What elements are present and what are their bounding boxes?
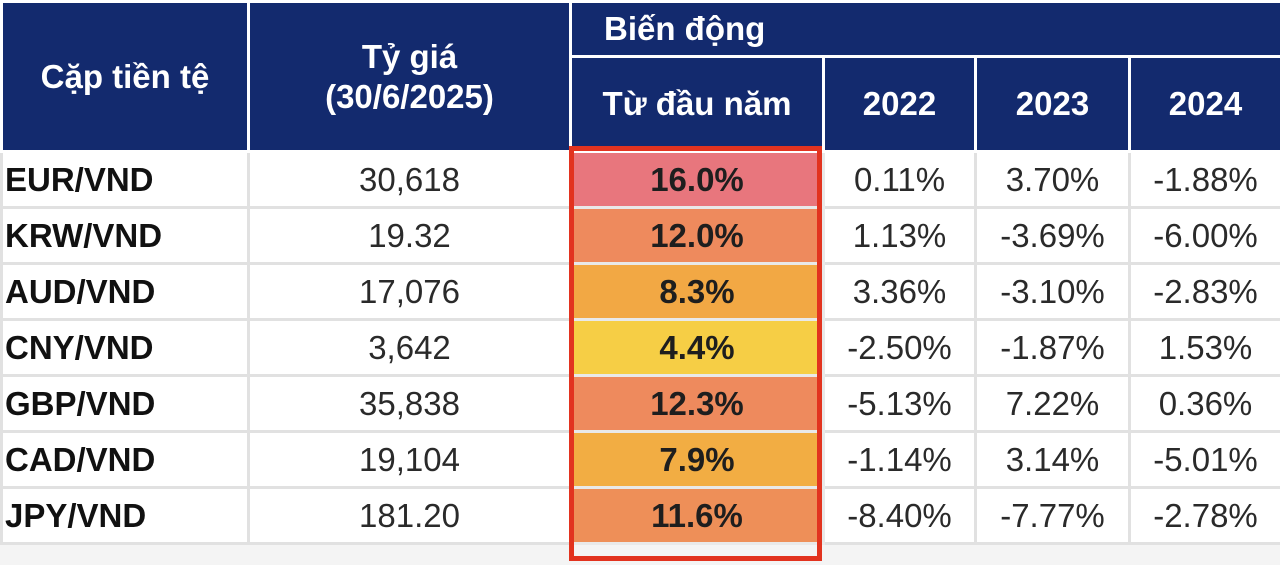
change-2023-cell: -3.10%	[974, 262, 1131, 321]
currency-pair-cell: KRW/VND	[0, 206, 250, 265]
change-2023-cell: 7.22%	[974, 374, 1131, 433]
header-ytd: Từ đầu năm	[569, 55, 825, 153]
change-2024-cell: -2.83%	[1128, 262, 1280, 321]
change-2024-cell: -2.78%	[1128, 486, 1280, 545]
table-row: JPY/VND 181.20 11.6% -8.40% -7.77% -2.78%	[0, 486, 1280, 545]
exchange-rate-cell: 30,618	[247, 150, 572, 209]
header-year-2024: 2024	[1128, 55, 1280, 153]
exchange-rate-cell: 19,104	[247, 430, 572, 489]
ytd-change-cell: 16.0%	[569, 150, 825, 209]
table-row: CNY/VND 3,642 4.4% -2.50% -1.87% 1.53%	[0, 318, 1280, 377]
header-rate-line1: Tỷ giá	[361, 37, 458, 75]
ytd-change-cell: 11.6%	[569, 486, 825, 545]
currency-pair-cell: GBP/VND	[0, 374, 250, 433]
ytd-change-cell: 12.0%	[569, 206, 825, 265]
exchange-rate-cell: 181.20	[247, 486, 572, 545]
change-2023-cell: -3.69%	[974, 206, 1131, 265]
change-2023-cell: 3.70%	[974, 150, 1131, 209]
ytd-change-cell: 7.9%	[569, 430, 825, 489]
ytd-change-cell: 4.4%	[569, 318, 825, 377]
change-2022-cell: -5.13%	[822, 374, 977, 433]
exchange-rate-cell: 19.32	[247, 206, 572, 265]
exchange-rate-cell: 3,642	[247, 318, 572, 377]
currency-pair-cell: AUD/VND	[0, 262, 250, 321]
currency-pair-cell: EUR/VND	[0, 150, 250, 209]
change-2024-cell: -5.01%	[1128, 430, 1280, 489]
exchange-rate-cell: 17,076	[247, 262, 572, 321]
change-2024-cell: 1.53%	[1128, 318, 1280, 377]
fx-rate-table: Cặp tiền tệ Tỷ giá (30/6/2025) Biến động…	[0, 0, 1280, 545]
header-change-group: Biến động	[569, 0, 1280, 58]
currency-pair-cell: CAD/VND	[0, 430, 250, 489]
header-year-2022: 2022	[822, 55, 977, 153]
change-2022-cell: 1.13%	[822, 206, 977, 265]
change-2024-cell: 0.36%	[1128, 374, 1280, 433]
change-2022-cell: -2.50%	[822, 318, 977, 377]
table-row: AUD/VND 17,076 8.3% 3.36% -3.10% -2.83%	[0, 262, 1280, 321]
currency-pair-cell: JPY/VND	[0, 486, 250, 545]
change-2023-cell: 3.14%	[974, 430, 1131, 489]
change-2022-cell: -8.40%	[822, 486, 977, 545]
header-currency-pair-label: Cặp tiền tệ	[40, 57, 210, 95]
change-2024-cell: -6.00%	[1128, 206, 1280, 265]
change-2022-cell: 0.11%	[822, 150, 977, 209]
header-exchange-rate: Tỷ giá (30/6/2025)	[247, 0, 572, 153]
table-row: EUR/VND 30,618 16.0% 0.11% 3.70% -1.88%	[0, 150, 1280, 209]
change-2022-cell: -1.14%	[822, 430, 977, 489]
currency-pair-cell: CNY/VND	[0, 318, 250, 377]
header-rate-line2: (30/6/2025)	[325, 77, 494, 115]
change-2023-cell: -1.87%	[974, 318, 1131, 377]
table-row: CAD/VND 19,104 7.9% -1.14% 3.14% -5.01%	[0, 430, 1280, 489]
table-row: GBP/VND 35,838 12.3% -5.13% 7.22% 0.36%	[0, 374, 1280, 433]
header-currency-pair: Cặp tiền tệ	[0, 0, 250, 153]
change-2023-cell: -7.77%	[974, 486, 1131, 545]
table-row: KRW/VND 19.32 12.0% 1.13% -3.69% -6.00%	[0, 206, 1280, 265]
exchange-rate-cell: 35,838	[247, 374, 572, 433]
ytd-change-cell: 12.3%	[569, 374, 825, 433]
change-2024-cell: -1.88%	[1128, 150, 1280, 209]
change-2022-cell: 3.36%	[822, 262, 977, 321]
ytd-change-cell: 8.3%	[569, 262, 825, 321]
header-year-2023: 2023	[974, 55, 1131, 153]
